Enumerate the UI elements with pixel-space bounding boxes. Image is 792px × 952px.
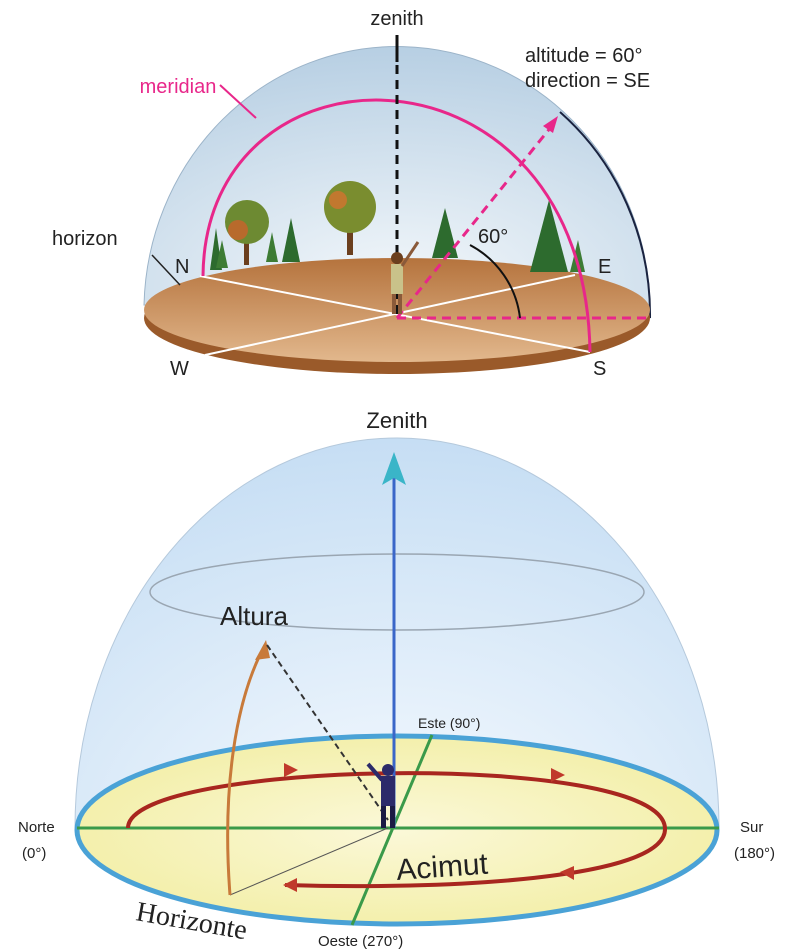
horizon-label: horizon bbox=[52, 228, 118, 250]
altitude-label: altitude = 60° bbox=[525, 45, 643, 67]
bottom-diagram: Zenith Altura Este (90°) Norte (0°) Sur … bbox=[18, 408, 775, 950]
zenith-label: Zenith bbox=[366, 408, 427, 433]
direction-label: direction = SE bbox=[525, 70, 650, 92]
east-label: Este (90°) bbox=[418, 715, 480, 731]
east-label: E bbox=[598, 256, 611, 278]
south-label: S bbox=[593, 358, 606, 380]
top-diagram: zenith meridian altitude = 60° direction… bbox=[52, 8, 650, 380]
south-degree-label: (180°) bbox=[734, 845, 775, 862]
zenith-label: zenith bbox=[370, 8, 423, 30]
azimuth-label: Acimut bbox=[395, 848, 489, 887]
north-label: N bbox=[175, 256, 189, 278]
horizon-plane bbox=[77, 736, 717, 924]
north-degree-label: (0°) bbox=[22, 845, 46, 862]
north-label: Norte bbox=[18, 819, 55, 836]
altitude-label: Altura bbox=[220, 601, 288, 631]
south-label: Sur bbox=[740, 819, 763, 836]
west-label: W bbox=[170, 358, 189, 380]
west-label: Oeste (270°) bbox=[318, 933, 403, 950]
angle-label: 60° bbox=[478, 226, 508, 248]
meridian-label: meridian bbox=[140, 76, 217, 98]
sky-diagrams: zenith meridian altitude = 60° direction… bbox=[0, 0, 792, 952]
